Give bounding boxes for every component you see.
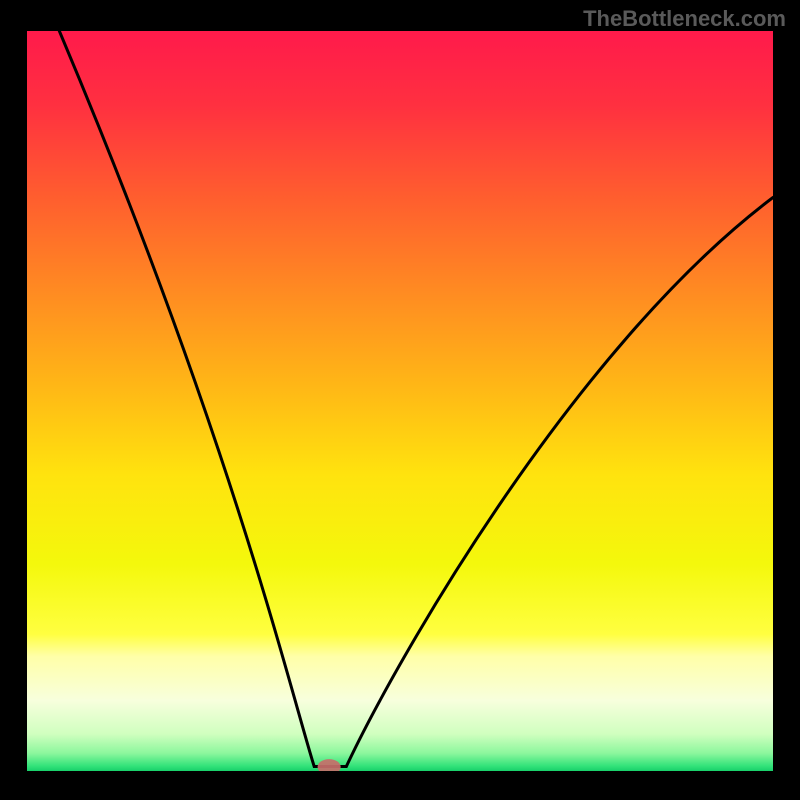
plot-background xyxy=(27,31,773,771)
bottleneck-chart xyxy=(0,0,800,800)
chart-container: TheBottleneck.com xyxy=(0,0,800,800)
